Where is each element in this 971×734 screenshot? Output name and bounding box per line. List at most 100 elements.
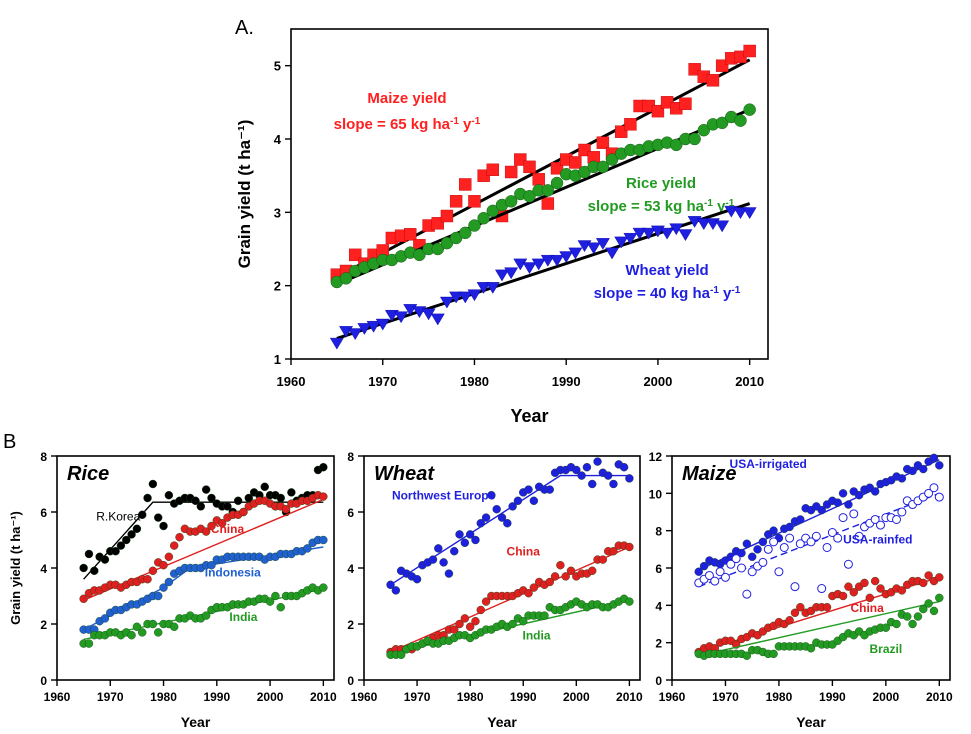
data-point <box>233 496 243 505</box>
data-point <box>870 514 880 524</box>
data-point <box>838 513 848 523</box>
data-point <box>132 524 142 533</box>
data-point <box>908 466 917 476</box>
data-point <box>849 588 858 597</box>
data-point <box>929 483 939 493</box>
panel-title: Maize <box>682 463 736 485</box>
data-point <box>207 521 216 531</box>
data-point <box>795 539 805 549</box>
data-point <box>439 296 454 309</box>
data-point <box>440 209 454 223</box>
x-tick-label: 1970 <box>368 374 397 389</box>
data-point <box>455 530 464 539</box>
series-label: India <box>522 628 550 642</box>
data-point <box>497 513 507 522</box>
data-point <box>394 311 409 324</box>
data-point <box>492 505 501 514</box>
data-point <box>460 614 470 623</box>
data-point <box>79 563 88 573</box>
data-point <box>897 474 907 483</box>
data-point <box>100 555 110 564</box>
data-point <box>540 611 549 620</box>
data-point <box>116 541 126 550</box>
data-point <box>449 195 463 208</box>
series-indonesia: Indonesia <box>79 535 328 634</box>
y-tick-label: 6 <box>347 506 354 520</box>
series-china: China <box>79 491 328 603</box>
data-point <box>870 487 880 496</box>
data-point <box>508 619 517 629</box>
data-point <box>148 566 158 575</box>
y-tick-label: 0 <box>655 674 662 688</box>
data-point <box>455 619 464 629</box>
data-point <box>924 571 933 580</box>
data-point <box>568 247 583 260</box>
data-point <box>90 566 99 575</box>
data-point <box>843 559 853 569</box>
data-point <box>138 628 147 637</box>
data-point <box>697 123 710 137</box>
data-point <box>572 465 581 475</box>
x-tick-label: 2010 <box>735 374 764 389</box>
data-point <box>529 583 539 592</box>
x-tick-label: 2010 <box>926 690 953 704</box>
y-tick-label: 6 <box>655 562 662 576</box>
data-point <box>450 625 459 634</box>
chart-panel-b-rice: 1960 1970 1980 1990 2000 2010 0 2 4 6 8 Year Grain y… <box>8 450 337 730</box>
series-label: R.Korea <box>96 509 140 523</box>
x-tick-label: 2010 <box>310 690 337 704</box>
data-point <box>191 496 200 505</box>
data-point <box>154 591 163 601</box>
panel-a-label: A. <box>235 17 254 39</box>
series-label: China <box>507 544 541 558</box>
data-point <box>669 223 684 236</box>
data-point <box>569 156 582 169</box>
data-point <box>413 248 426 262</box>
data-point <box>734 114 747 127</box>
data-point <box>169 541 179 550</box>
series-label: Wheat yield <box>625 262 708 279</box>
data-point <box>881 623 891 632</box>
data-point <box>412 575 422 584</box>
plot-frame <box>290 28 769 360</box>
data-point <box>625 474 634 483</box>
data-point <box>844 500 853 509</box>
data-point <box>541 197 555 210</box>
data-point <box>449 291 464 304</box>
data-point <box>876 520 885 530</box>
data-point <box>785 533 795 543</box>
data-point <box>164 577 174 587</box>
data-point <box>458 291 473 304</box>
series-brazil: Brazil <box>694 593 944 660</box>
data-point <box>726 559 736 569</box>
data-point <box>598 555 608 564</box>
y-axis-label: Grain yield (t ha⁻¹) <box>8 511 23 625</box>
data-point <box>796 603 805 612</box>
series-india: India <box>386 594 634 659</box>
data-point <box>908 619 917 629</box>
data-point <box>614 236 629 249</box>
data-point <box>742 539 752 548</box>
series-label: China <box>211 522 245 536</box>
data-point <box>588 479 597 489</box>
data-point <box>148 479 158 489</box>
trend-line <box>698 600 940 657</box>
data-point <box>763 544 773 554</box>
x-tick-label: 1980 <box>766 690 793 704</box>
x-tick-label: 2000 <box>643 374 672 389</box>
data-point <box>84 639 94 648</box>
data-point <box>897 507 907 517</box>
x-tick-label: 1990 <box>552 374 581 389</box>
data-point <box>386 580 395 589</box>
data-point <box>796 515 805 524</box>
x-axis-label: Year <box>487 714 517 730</box>
data-point <box>632 227 647 240</box>
series-label: Maize yield <box>367 90 446 107</box>
series-maize-yield: Maize yield slope = 65 kg ha-1 y-1 <box>330 44 756 281</box>
data-point <box>375 318 390 331</box>
series-label: Indonesia <box>205 565 261 579</box>
data-point <box>154 628 163 637</box>
series-china: China <box>694 571 944 657</box>
y-tick-label: 8 <box>40 450 47 464</box>
data-point <box>865 593 875 603</box>
